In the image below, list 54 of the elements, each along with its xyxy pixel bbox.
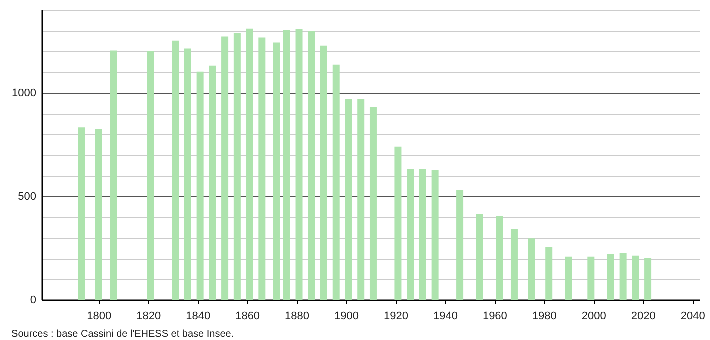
bar <box>172 40 180 300</box>
bar <box>588 256 595 300</box>
bar <box>620 253 627 300</box>
bar <box>110 50 118 300</box>
y-tick-label: 1000 <box>12 87 36 100</box>
bar <box>394 146 402 300</box>
bar <box>258 38 266 300</box>
x-tick-label: 2040 <box>680 310 706 322</box>
bar <box>283 30 290 300</box>
bar <box>432 170 439 300</box>
bar <box>407 169 414 300</box>
bar <box>95 129 102 300</box>
bar <box>274 42 280 300</box>
x-tick-label: 1960 <box>482 310 508 322</box>
x-tick-label: 1920 <box>384 310 408 322</box>
bar <box>510 228 518 300</box>
bar <box>222 36 229 300</box>
bar <box>147 51 154 300</box>
x-tick-label: 2000 <box>582 310 606 322</box>
bar <box>234 33 241 300</box>
bar <box>308 32 316 300</box>
bar <box>476 214 484 300</box>
source-note: Sources : base Cassini de l'EHESS et base Insee. <box>12 329 234 340</box>
bar <box>296 29 303 300</box>
bar <box>456 190 464 300</box>
x-tick-label: 1820 <box>136 310 162 322</box>
x-tick-label: 1900 <box>334 310 360 322</box>
bar <box>332 64 340 300</box>
bar <box>209 66 216 300</box>
bar <box>358 99 365 300</box>
x-tick-label: 1880 <box>285 310 310 322</box>
x-tick-label: 1800 <box>87 310 112 322</box>
bar <box>184 48 192 300</box>
bar <box>196 72 204 300</box>
bar <box>496 216 504 300</box>
bar <box>78 128 86 300</box>
bar <box>632 256 640 300</box>
bar <box>370 107 377 300</box>
x-tick-label: 1840 <box>186 310 211 322</box>
bar <box>419 169 426 300</box>
x-tick-label: 1940 <box>433 310 458 322</box>
x-tick-label: 2020 <box>631 310 656 322</box>
bar <box>546 246 553 300</box>
y-tick-label: 0 <box>30 294 36 306</box>
bar <box>345 99 352 300</box>
y-tick-label: 500 <box>18 190 36 203</box>
x-tick-label: 1980 <box>532 310 557 322</box>
bar <box>565 256 572 300</box>
bar <box>246 28 254 300</box>
bar <box>528 238 536 300</box>
bar <box>607 254 614 300</box>
bar <box>644 258 652 300</box>
x-tick-label: 1860 <box>236 310 260 322</box>
bar <box>320 46 328 300</box>
